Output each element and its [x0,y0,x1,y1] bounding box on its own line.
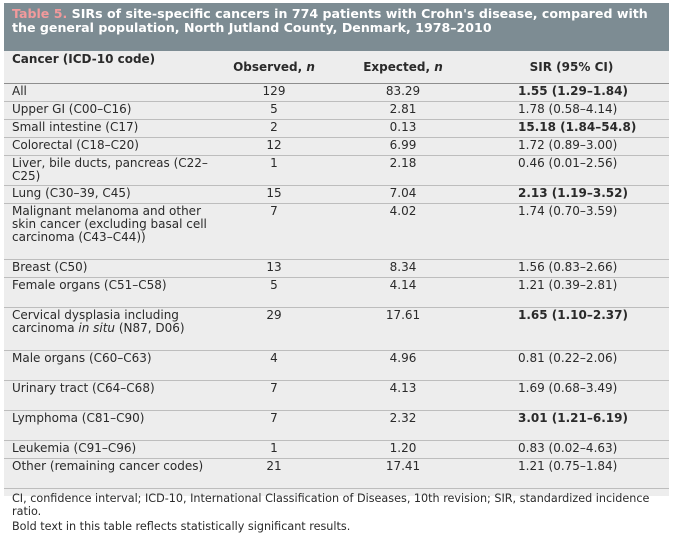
cell-observed: 1 [216,155,332,186]
table-frame: Table 5. SIRs of site-specific cancers i… [4,3,669,533]
table-body: All 129 83.29 1.55 (1.29–1.84) Upper GI (C00… [4,83,669,489]
cell-expected: 2.81 [332,101,474,120]
footnotes: CI, confidence interval; ICD-10, Interna… [4,489,669,533]
header-cancer: Cancer (ICD-10 code) [4,51,216,84]
cell-cancer: Other (remaining cancer codes) [4,458,216,489]
cell-sir: 0.83 (0.02–4.63) [474,440,669,459]
cell-expected: 0.13 [332,119,474,138]
cell-expected: 7.04 [332,185,474,204]
cell-observed: 7 [216,380,332,411]
cell-sir: 1.74 (0.70–3.59) [474,203,669,260]
cell-expected: 4.96 [332,350,474,381]
cell-observed: 5 [216,101,332,120]
cell-observed: 29 [216,307,332,351]
header-expected: Expected, n [332,51,474,84]
cell-sir: 0.81 (0.22–2.06) [474,350,669,381]
cell-cancer: Lymphoma (C81–C90) [4,410,216,441]
cell-sir: 1.78 (0.58–4.14) [474,101,669,120]
cell-expected: 8.34 [332,259,474,278]
table-title: Table 5. SIRs of site-specific cancers i… [12,7,661,34]
table-row: Female organs (C51–C58) 5 4.14 1.21 (0.39–2… [4,277,669,308]
table-row: All 129 83.29 1.55 (1.29–1.84) [4,83,669,102]
table-row: Malignant melanoma and other skin cancer… [4,203,669,260]
cell-sir: 1.56 (0.83–2.66) [474,259,669,278]
cell-expected: 2.18 [332,155,474,186]
cell-cancer: Urinary tract (C64–C68) [4,380,216,411]
cell-sir: 1.55 (1.29–1.84) [474,83,669,102]
header-observed: Observed, n [216,51,332,84]
table-row: Breast (C50) 13 8.34 1.56 (0.83–2.66) [4,259,669,278]
cell-cancer: Breast (C50) [4,259,216,278]
cell-observed: 5 [216,277,332,308]
cell-cancer: Small intestine (C17) [4,119,216,138]
footnote-bold: Bold text in this table reflects statist… [12,520,351,533]
table-row: Other (remaining cancer codes) 21 17.41 1.2… [4,458,669,489]
cell-cancer: Malignant melanoma and other skin cancer… [4,203,216,260]
cell-sir: 15.18 (1.84–54.8) [474,119,669,138]
cell-expected: 2.32 [332,410,474,441]
header-row: Cancer (ICD-10 code) Observed, n Expecte… [4,51,669,84]
results-table: Cancer (ICD-10 code) Observed, n Expecte… [4,51,669,489]
footnote-abbreviations: CI, confidence interval; ICD-10, Interna… [12,492,650,518]
table-row: Lymphoma (C81–C90) 7 2.32 3.01 (1.21–6.19) [4,410,669,441]
cell-expected: 4.13 [332,380,474,411]
table-row: Cervical dysplasia including carcinoma i… [4,307,669,351]
cell-sir: 1.21 (0.39–2.81) [474,277,669,308]
cell-sir: 1.69 (0.68–3.49) [474,380,669,411]
table-row: Small intestine (C17) 2 0.13 15.18 (1.84–54… [4,119,669,138]
table-row: Lung (C30–39, C45) 15 7.04 2.13 (1.19–3.52) [4,185,669,204]
cell-cancer: Cervical dysplasia including carcinoma i… [4,307,216,351]
table-row: Male organs (C60–C63) 4 4.96 0.81 (0.22–2.0… [4,350,669,381]
cell-cancer: Female organs (C51–C58) [4,277,216,308]
cell-observed: 4 [216,350,332,381]
cell-sir: 1.72 (0.89–3.00) [474,137,669,156]
header-sir: SIR (95% CI) [474,51,669,84]
cell-observed: 2 [216,119,332,138]
cell-expected: 17.61 [332,307,474,351]
table-row: Liver, bile ducts, pancreas (C22–C25) 1 2.… [4,155,669,186]
cell-observed: 12 [216,137,332,156]
table-label: Table 5. [12,6,68,21]
table-title-bar: Table 5. SIRs of site-specific cancers i… [4,3,669,51]
cell-expected: 1.20 [332,440,474,459]
cell-cancer: Male organs (C60–C63) [4,350,216,381]
cell-cancer: Leukemia (C91–C96) [4,440,216,459]
table-row: Urinary tract (C64–C68) 7 4.13 1.69 (0.68–3… [4,380,669,411]
cell-cancer: Upper GI (C00–C16) [4,101,216,120]
table-row: Leukemia (C91–C96) 1 1.20 0.83 (0.02–4.63) [4,440,669,459]
cell-cancer: Lung (C30–39, C45) [4,185,216,204]
cell-expected: 4.02 [332,203,474,260]
cell-cancer: Colorectal (C18–C20) [4,137,216,156]
cell-observed: 129 [216,83,332,102]
cell-sir: 1.21 (0.75–1.84) [474,458,669,489]
cell-expected: 17.41 [332,458,474,489]
cell-expected: 6.99 [332,137,474,156]
cell-sir: 0.46 (0.01–2.56) [474,155,669,186]
cell-expected: 4.14 [332,277,474,308]
cell-sir: 3.01 (1.21–6.19) [474,410,669,441]
cell-sir: 2.13 (1.19–3.52) [474,185,669,204]
cell-cancer: All [4,83,216,102]
cell-observed: 15 [216,185,332,204]
table-row: Colorectal (C18–C20) 12 6.99 1.72 (0.89–3.0… [4,137,669,156]
cell-cancer: Liver, bile ducts, pancreas (C22–C25) [4,155,216,186]
cell-expected: 83.29 [332,83,474,102]
cell-observed: 1 [216,440,332,459]
table-title-text: SIRs of site-specific cancers in 774 pat… [12,6,648,35]
cell-observed: 7 [216,410,332,441]
cell-observed: 21 [216,458,332,489]
cell-sir: 1.65 (1.10–2.37) [474,307,669,351]
table-row: Upper GI (C00–C16) 5 2.81 1.78 (0.58–4.14) [4,101,669,120]
cell-observed: 13 [216,259,332,278]
cell-observed: 7 [216,203,332,260]
